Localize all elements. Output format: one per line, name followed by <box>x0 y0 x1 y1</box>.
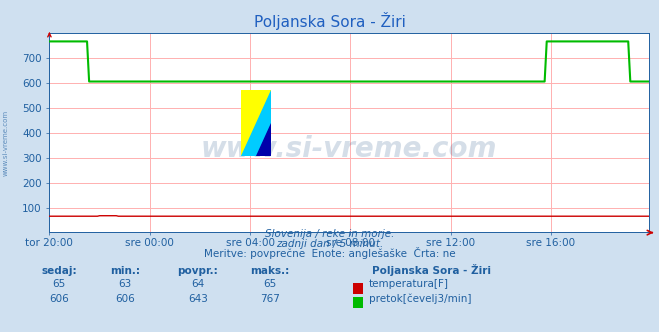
Polygon shape <box>241 90 271 156</box>
Text: zadnji dan / 5 minut.: zadnji dan / 5 minut. <box>276 239 383 249</box>
Text: 64: 64 <box>191 279 204 289</box>
Text: 63: 63 <box>119 279 132 289</box>
Text: min.:: min.: <box>110 266 140 276</box>
Text: sedaj:: sedaj: <box>42 266 77 276</box>
Text: 767: 767 <box>260 294 280 304</box>
Polygon shape <box>256 123 271 156</box>
Text: www.si-vreme.com: www.si-vreme.com <box>201 135 498 163</box>
Text: maks.:: maks.: <box>250 266 290 276</box>
Text: 65: 65 <box>264 279 277 289</box>
Text: 65: 65 <box>53 279 66 289</box>
Polygon shape <box>241 90 271 156</box>
Text: 643: 643 <box>188 294 208 304</box>
Text: Meritve: povprečne  Enote: anglešaške  Črta: ne: Meritve: povprečne Enote: anglešaške Črt… <box>204 247 455 259</box>
Text: pretok[čevelj3/min]: pretok[čevelj3/min] <box>369 293 472 304</box>
Text: Poljanska Sora - Žiri: Poljanska Sora - Žiri <box>372 264 491 276</box>
Text: www.si-vreme.com: www.si-vreme.com <box>2 110 9 176</box>
Text: Slovenija / reke in morje.: Slovenija / reke in morje. <box>265 229 394 239</box>
Text: povpr.:: povpr.: <box>177 266 218 276</box>
Text: temperatura[F]: temperatura[F] <box>369 279 449 289</box>
Text: Poljanska Sora - Žiri: Poljanska Sora - Žiri <box>254 12 405 30</box>
Text: 606: 606 <box>115 294 135 304</box>
Text: 606: 606 <box>49 294 69 304</box>
